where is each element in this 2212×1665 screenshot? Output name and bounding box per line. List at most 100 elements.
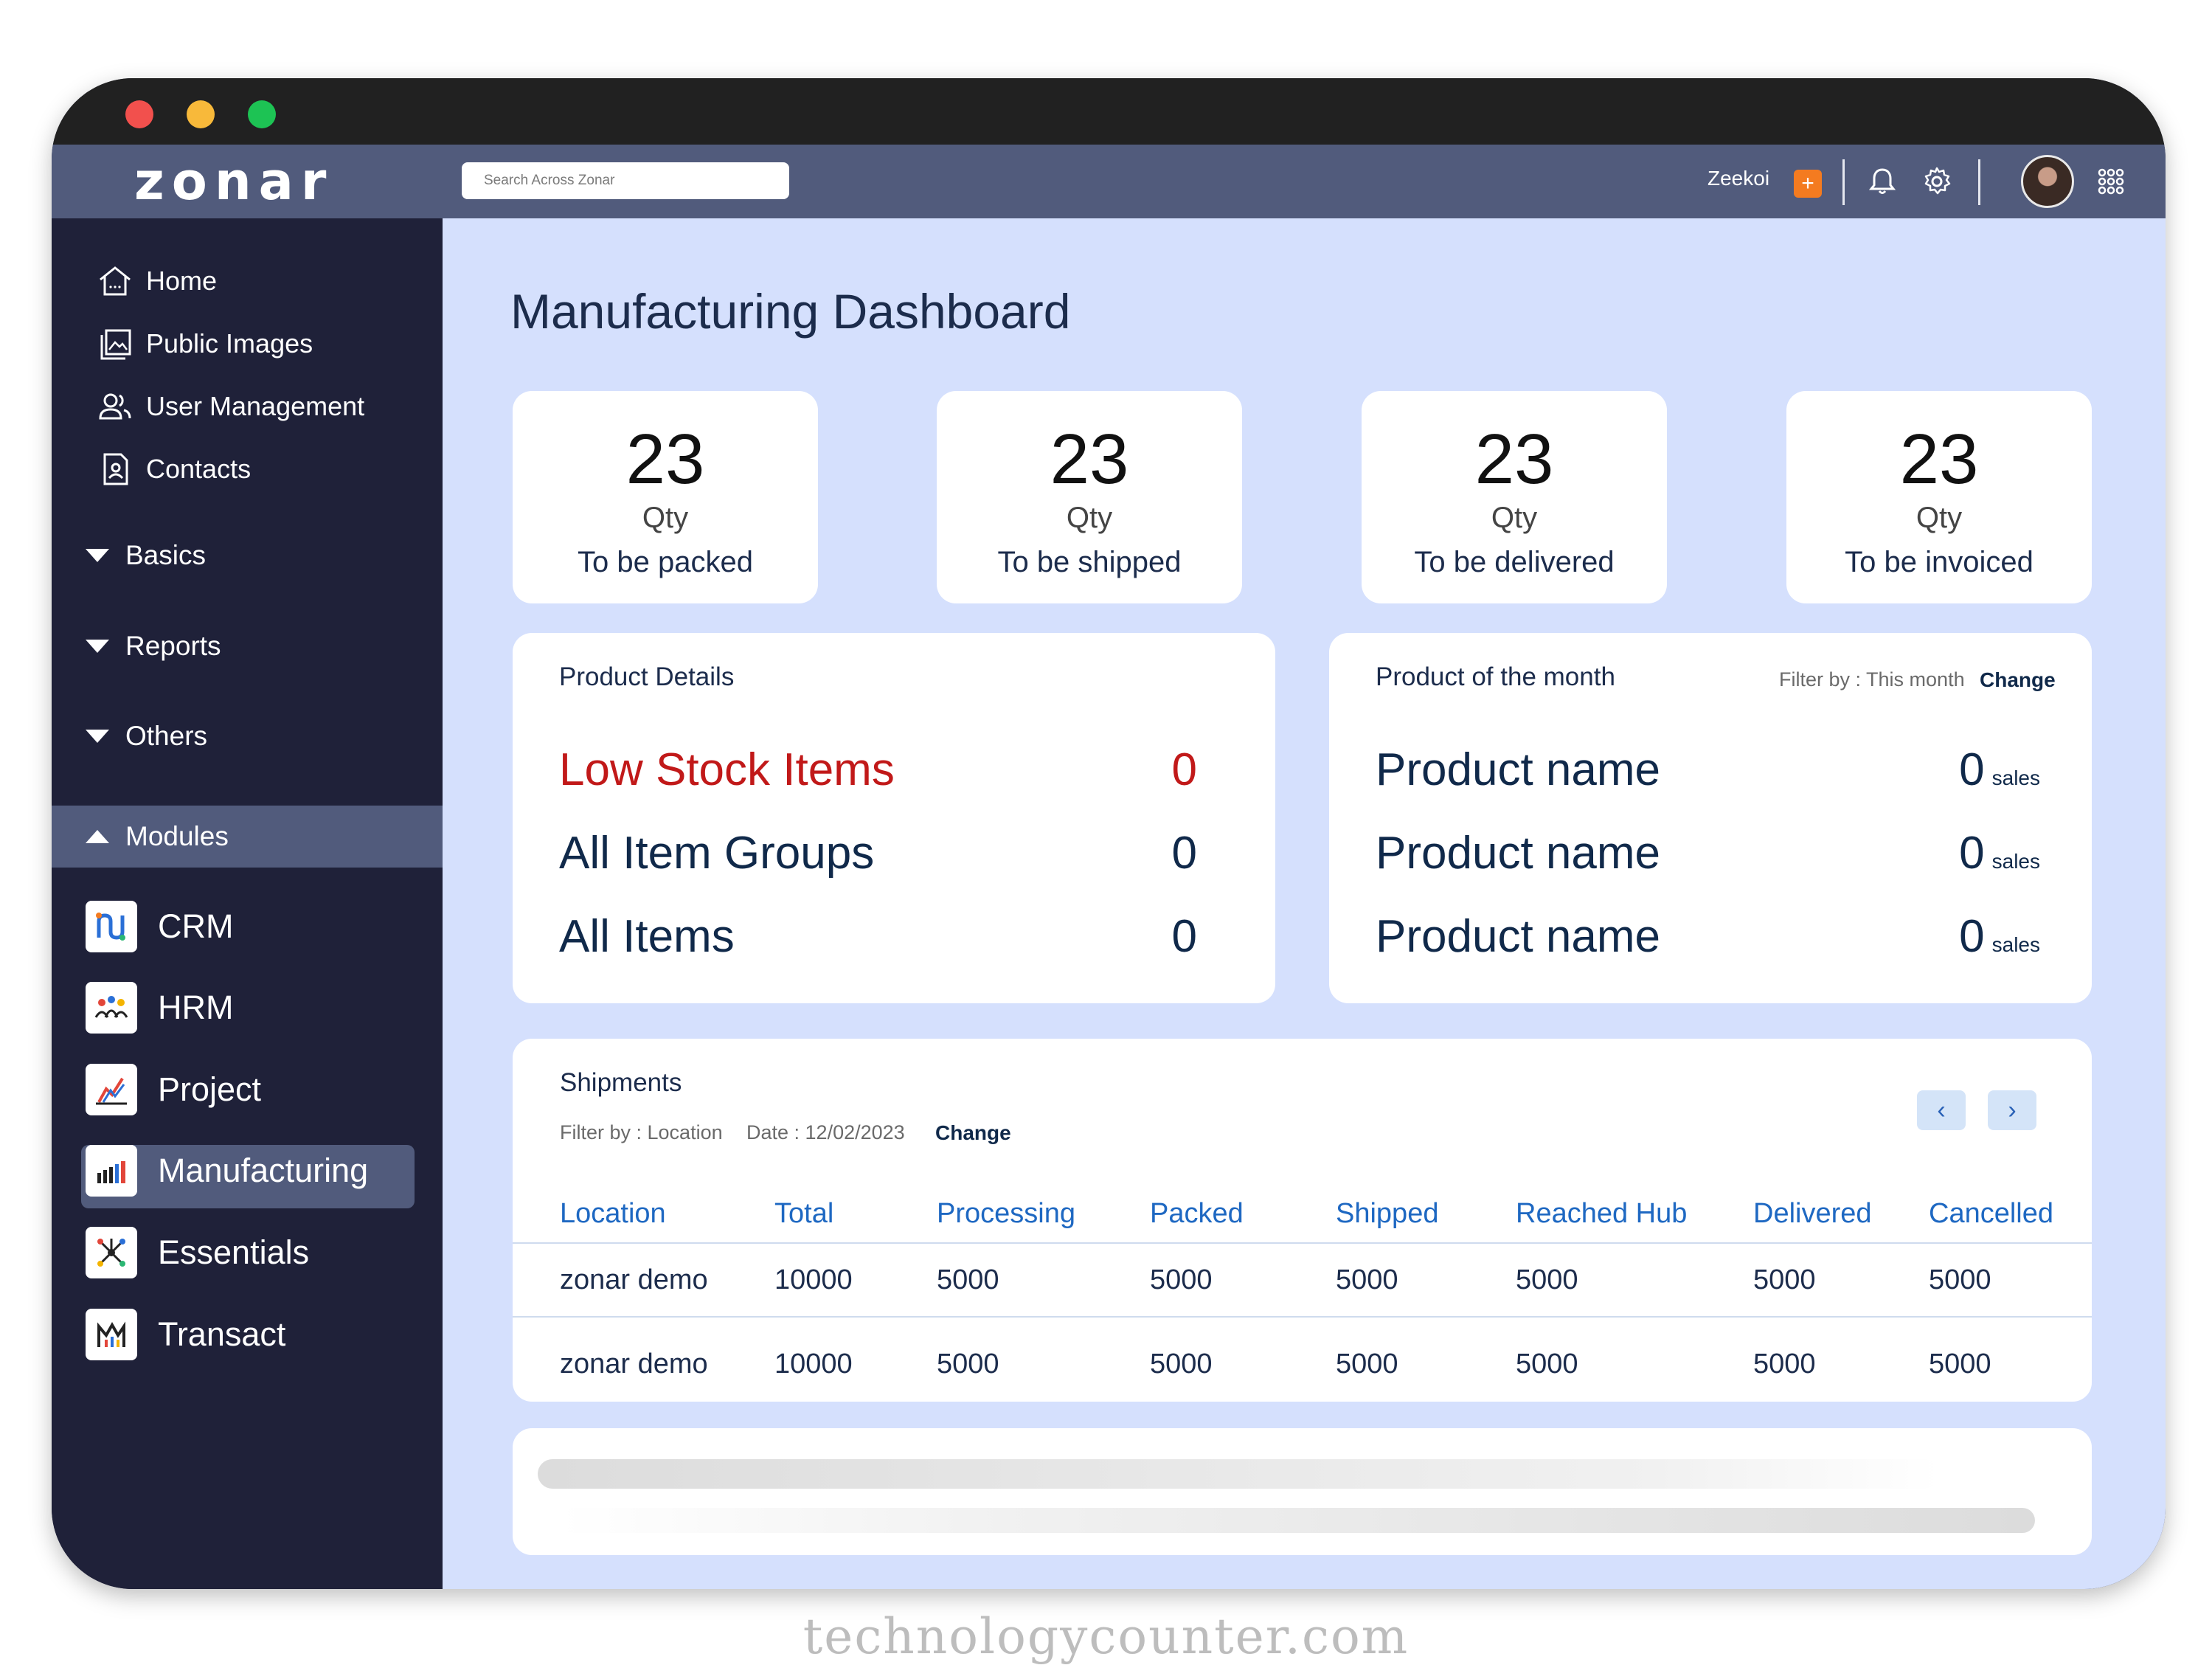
- column-header[interactable]: Shipped: [1336, 1198, 1439, 1229]
- module-manufacturing[interactable]: Manufacturing: [86, 1143, 368, 1199]
- sidebar-item-label: Contacts: [146, 454, 252, 484]
- main-content: Manufacturing Dashboard 23 Qty To be pac…: [443, 218, 2166, 1589]
- module-label: CRM: [158, 907, 234, 945]
- apps-grid-icon[interactable]: [2093, 164, 2129, 199]
- sidebar-item-home[interactable]: Home: [96, 263, 217, 300]
- crm-icon: [86, 901, 137, 952]
- hrm-icon: [86, 982, 137, 1034]
- column-header[interactable]: Total: [774, 1198, 834, 1229]
- sidebar-item-user-management[interactable]: User Management: [96, 388, 364, 425]
- sidebar-item-contacts[interactable]: Contacts: [96, 451, 251, 488]
- bell-icon[interactable]: [1822, 164, 1857, 199]
- all-items-value: 0: [1171, 911, 1197, 962]
- card-title: Product of the month: [1376, 662, 1615, 691]
- images-icon: [100, 329, 131, 360]
- module-essentials[interactable]: Essentials: [86, 1225, 309, 1281]
- table-cell: 5000: [1150, 1264, 1213, 1295]
- product-name[interactable]: Product name: [1376, 744, 1660, 795]
- table-cell: 5000: [937, 1349, 999, 1380]
- close-window-button[interactable]: [125, 100, 153, 128]
- filter-location-label: Filter by : Location: [560, 1121, 723, 1143]
- users-icon: [99, 393, 131, 420]
- stat-value: 23: [1899, 420, 1979, 499]
- contacts-icon: [103, 453, 128, 485]
- section-label: Basics: [125, 540, 206, 570]
- maximize-window-button[interactable]: [248, 100, 276, 128]
- project-icon: [86, 1064, 137, 1115]
- sales-count: 0: [1959, 744, 1985, 795]
- filter-date-label: Date : 12/02/2023: [746, 1121, 905, 1143]
- skeleton-bar: [538, 1459, 1939, 1489]
- prev-page-button[interactable]: ‹: [1917, 1090, 1966, 1130]
- product-sales: 0 sales: [1959, 827, 2040, 879]
- global-search-input[interactable]: [462, 162, 789, 199]
- settings-gear-icon[interactable]: [1919, 164, 1955, 199]
- module-crm[interactable]: CRM: [86, 899, 233, 955]
- stat-label: To be delivered: [1414, 546, 1615, 578]
- sales-count: 0: [1959, 828, 1985, 879]
- zonar-logo[interactable]: zonar: [134, 151, 333, 212]
- table-cell: 5000: [937, 1264, 999, 1295]
- table-divider: [513, 1242, 2092, 1244]
- column-header[interactable]: Location: [560, 1198, 666, 1229]
- app-window: zonar Zeekoi + Home: [52, 78, 2166, 1589]
- all-items-link[interactable]: All Items: [559, 911, 735, 962]
- sales-unit: sales: [1991, 850, 2040, 873]
- module-label: Transact: [158, 1315, 286, 1353]
- user-avatar[interactable]: [2021, 155, 2074, 208]
- table-cell: 5000: [1336, 1349, 1398, 1380]
- stat-card-shipped[interactable]: 23 Qty To be shipped: [937, 391, 1242, 603]
- column-header[interactable]: Processing: [937, 1198, 1075, 1229]
- notification-bell-icon[interactable]: [1865, 164, 1900, 199]
- sidebar: Home Public Images User Management Conta…: [52, 218, 443, 1589]
- card-title: Shipments: [560, 1068, 682, 1097]
- sidebar-item-label: User Management: [146, 391, 365, 421]
- home-icon: [100, 266, 131, 296]
- change-filter-link[interactable]: Change: [935, 1121, 1011, 1144]
- section-label: Modules: [125, 821, 229, 851]
- item-groups-value: 0: [1171, 828, 1197, 879]
- column-header[interactable]: Reached Hub: [1516, 1198, 1688, 1229]
- skeleton-bar: [560, 1508, 2035, 1533]
- low-stock-link[interactable]: Low Stock Items: [559, 744, 895, 795]
- module-transact[interactable]: Transact: [86, 1306, 285, 1363]
- add-button[interactable]: +: [1794, 170, 1822, 198]
- sidebar-section-modules[interactable]: Modules: [86, 818, 229, 855]
- module-label: Project: [158, 1070, 262, 1108]
- sales-count: 0: [1959, 911, 1985, 962]
- column-header[interactable]: Packed: [1150, 1198, 1244, 1229]
- product-name[interactable]: Product name: [1376, 911, 1660, 962]
- org-name[interactable]: Zeekoi: [1707, 167, 1770, 190]
- module-project[interactable]: Project: [86, 1062, 261, 1118]
- product-details-card: Product Details Low Stock Items 0 All It…: [513, 633, 1275, 1003]
- product-sales: 0 sales: [1959, 910, 2040, 963]
- product-name[interactable]: Product name: [1376, 828, 1660, 879]
- sidebar-section-reports[interactable]: Reports: [86, 628, 221, 665]
- minimize-window-button[interactable]: [187, 100, 215, 128]
- column-header[interactable]: Cancelled: [1929, 1198, 2053, 1229]
- module-hrm[interactable]: HRM: [86, 980, 233, 1036]
- sidebar-section-others[interactable]: Others: [86, 718, 207, 755]
- item-groups-link[interactable]: All Item Groups: [559, 828, 875, 879]
- caret-down-icon: [86, 549, 109, 562]
- filter-label: Filter by : This month: [1779, 668, 1965, 690]
- stat-value: 23: [1474, 420, 1554, 499]
- change-filter-link[interactable]: Change: [1980, 668, 2056, 691]
- table-cell: 10000: [774, 1349, 853, 1380]
- stat-card-packed[interactable]: 23 Qty To be packed: [513, 391, 818, 603]
- table-cell: 5000: [1929, 1349, 1991, 1380]
- sidebar-item-public-images[interactable]: Public Images: [96, 325, 313, 362]
- stat-value: 23: [625, 420, 705, 499]
- product-sales: 0 sales: [1959, 744, 2040, 796]
- stat-value: 23: [1050, 420, 1129, 499]
- table-cell: zonar demo: [560, 1349, 708, 1380]
- sidebar-section-basics[interactable]: Basics: [86, 537, 206, 574]
- column-header[interactable]: Delivered: [1753, 1198, 1872, 1229]
- stat-card-delivered[interactable]: 23 Qty To be delivered: [1362, 391, 1667, 603]
- top-navbar: zonar Zeekoi +: [52, 145, 2166, 218]
- stat-unit: Qty: [1491, 502, 1538, 534]
- essentials-icon: [86, 1227, 137, 1278]
- stat-card-invoiced[interactable]: 23 Qty To be invoiced: [1786, 391, 2092, 603]
- next-page-button[interactable]: ›: [1988, 1090, 2036, 1130]
- table-cell: 5000: [1516, 1264, 1578, 1295]
